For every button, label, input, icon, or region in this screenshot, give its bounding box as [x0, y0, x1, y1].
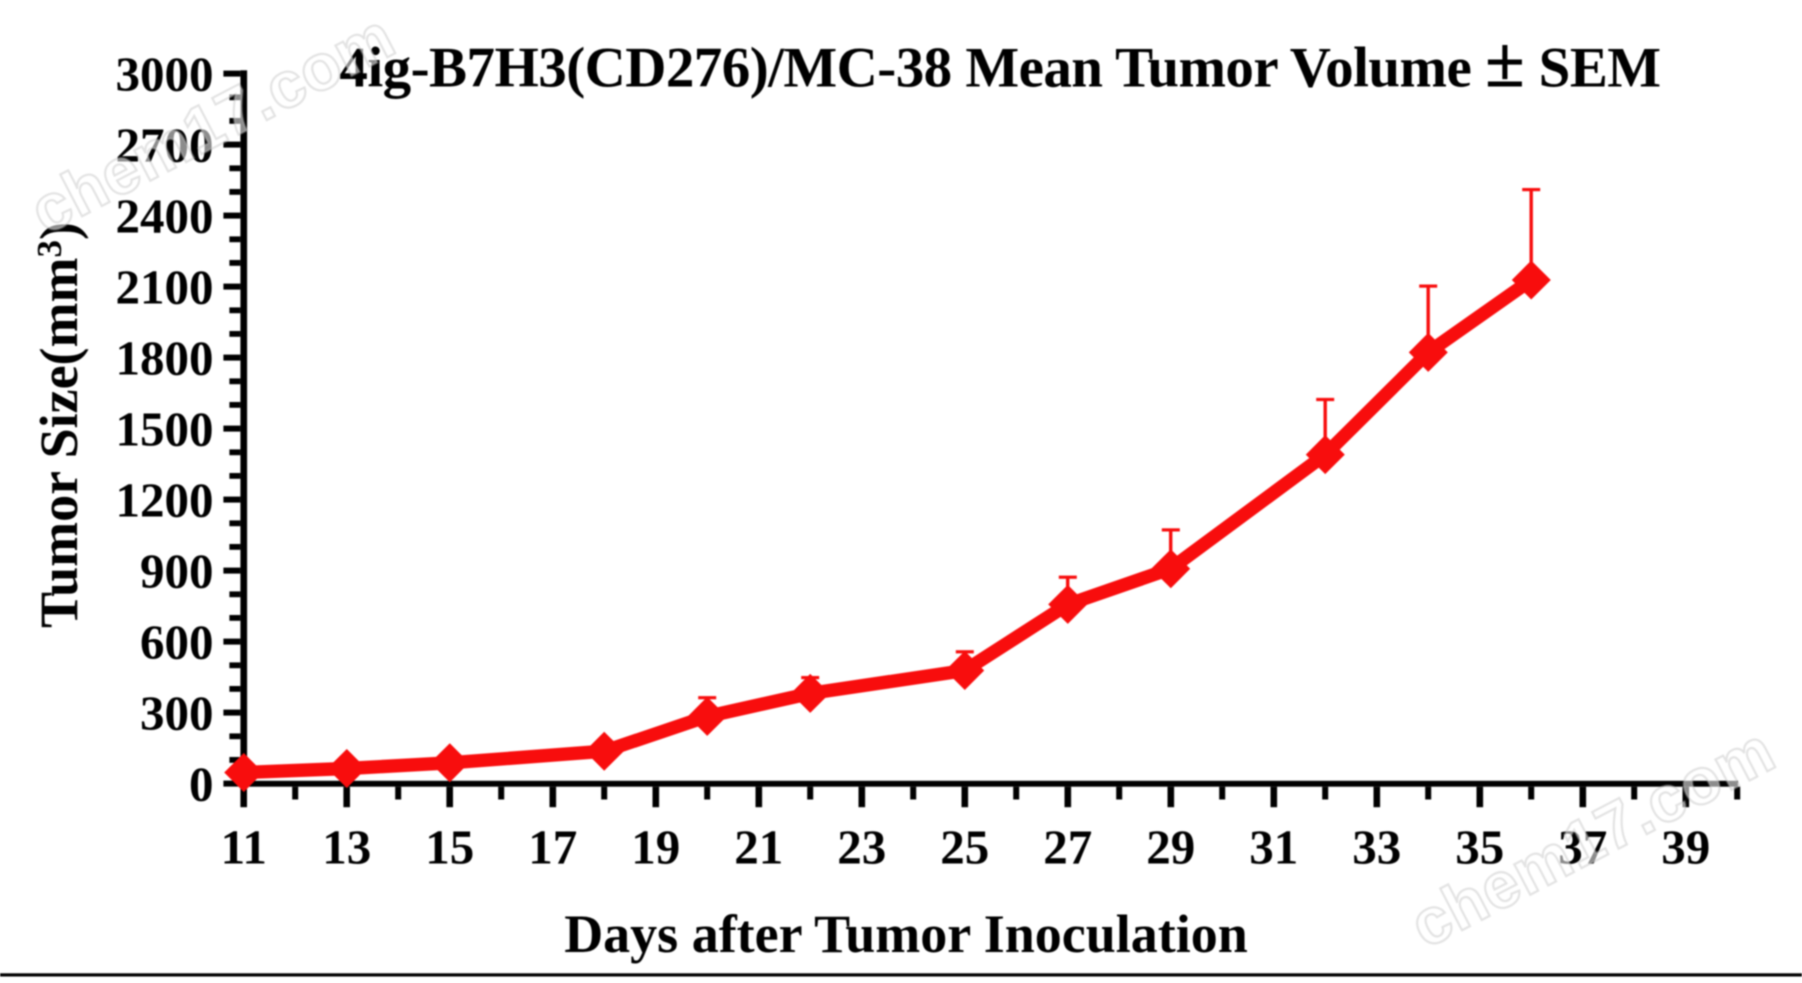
svg-text:35: 35 — [1455, 820, 1504, 875]
svg-text:1200: 1200 — [116, 473, 214, 528]
svg-text:23: 23 — [837, 820, 886, 875]
svg-text:Tumor Size(mm3): Tumor Size(mm3) — [29, 222, 89, 628]
svg-text:0: 0 — [189, 757, 214, 812]
svg-text:Days after Tumor Inoculation: Days after Tumor Inoculation — [564, 904, 1248, 964]
svg-text:39: 39 — [1661, 820, 1710, 875]
svg-text:2100: 2100 — [116, 260, 214, 315]
svg-text:25: 25 — [940, 820, 989, 875]
svg-text:31: 31 — [1249, 820, 1298, 875]
svg-text:600: 600 — [140, 615, 214, 670]
svg-text:19: 19 — [631, 820, 680, 875]
svg-text:900: 900 — [140, 544, 214, 599]
svg-text:2400: 2400 — [116, 189, 214, 244]
svg-text:29: 29 — [1146, 820, 1195, 875]
svg-text:3000: 3000 — [116, 47, 214, 102]
svg-text:37: 37 — [1558, 820, 1607, 875]
svg-text:17: 17 — [528, 820, 577, 875]
svg-text:1500: 1500 — [116, 402, 214, 457]
svg-text:2700: 2700 — [116, 118, 214, 173]
svg-text:21: 21 — [734, 820, 783, 875]
svg-text:1800: 1800 — [116, 331, 214, 386]
svg-text:27: 27 — [1043, 820, 1092, 875]
svg-text:300: 300 — [140, 686, 214, 741]
svg-text:33: 33 — [1352, 820, 1401, 875]
svg-text:11: 11 — [221, 820, 267, 875]
svg-text:15: 15 — [425, 820, 474, 875]
svg-text:13: 13 — [322, 820, 371, 875]
